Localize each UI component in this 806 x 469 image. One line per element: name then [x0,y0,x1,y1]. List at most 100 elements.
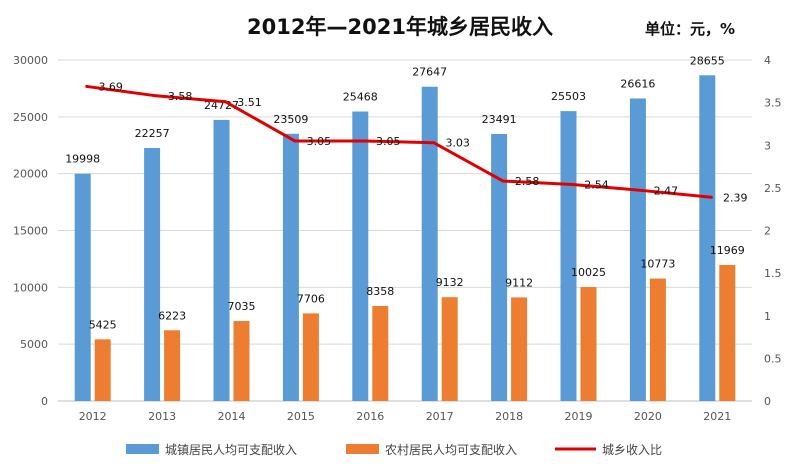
left-axis: 0 5000 10000 15000 20000 25000 30000 [13,54,48,408]
bar-urban-2012 [74,173,91,401]
x-tick-label: 2017 [426,410,454,423]
data-label-urban-2013: 22257 [135,127,170,140]
unit-label: 单位：元，% [645,20,735,38]
data-label-rural-2021: 11969 [710,244,745,257]
legend-label-ratio: 城乡收入比 [602,443,662,457]
data-label-ratio-2014: 3.51 [237,96,262,109]
bar-rural-2014 [233,321,250,401]
legend-swatch-urban [126,444,159,454]
chart-title: 2012年—2021年城乡居民收入 [247,15,553,39]
x-tick-label: 2021 [703,410,731,423]
data-label-rural-2016: 8358 [366,285,394,298]
ratio-point-2014 [224,100,227,104]
gridlines [58,59,752,402]
right-tick-label: 0.5 [764,352,782,365]
ratio-line-series: 3.69 3.58 3.51 3.05 3.05 3.03 2.58 2.54 2.47 2.39 [85,80,748,204]
left-tick-label: 25000 [13,111,48,124]
data-label-ratio-2020: 2.47 [654,184,679,197]
data-label-urban-2015: 23509 [273,113,308,126]
x-tick-label: 2013 [148,410,176,423]
left-tick-label: 0 [41,395,48,408]
right-tick-label: 2.5 [764,182,782,195]
data-label-urban-2016: 25468 [343,91,378,104]
x-tick-label: 2016 [356,410,384,423]
data-label-urban-2021: 28655 [690,54,725,67]
ratio-point-2013 [154,94,158,98]
bar-urban-2013 [144,148,161,401]
bar-urban-2015 [282,133,299,401]
bar-urban-2014 [213,119,230,401]
data-label-ratio-2012: 3.69 [98,80,123,93]
data-label-rural-2020: 10773 [640,258,675,271]
right-tick-label: 1 [764,310,771,323]
ratio-point-2017 [432,141,436,145]
bar-urban-2019 [560,111,577,401]
bar-rural-2019 [580,287,597,401]
legend: 城镇居民人均可支配收入 农村居民人均可支配收入 城乡收入比 [126,443,662,457]
legend-label-rural: 农村居民人均可支配收入 [385,443,517,457]
right-tick-label: 4 [764,54,771,67]
data-label-urban-2019: 25503 [551,90,586,103]
data-label-urban-2017: 27647 [412,66,447,79]
data-label-urban-2012: 19998 [65,153,100,166]
data-label-ratio-2015: 3.05 [307,135,332,148]
bar-rural-2016 [372,305,389,401]
bar-urban-2020 [629,98,646,402]
data-label-rural-2015: 7706 [297,292,325,305]
right-tick-label: 2 [764,225,771,238]
data-label-urban-2018: 23491 [482,113,517,126]
x-tick-label: 2018 [495,410,523,423]
x-tick-label: 2020 [634,410,662,423]
bar-rural-2017 [441,297,458,401]
data-label-rural-2019: 10025 [571,266,606,279]
x-tick-label: 2012 [79,410,107,423]
ratio-point-2020 [640,188,644,192]
data-label-ratio-2021: 2.39 [723,191,748,204]
data-label-ratio-2016: 3.05 [376,135,401,148]
data-label-rural-2018: 9112 [505,276,533,289]
bar-urban-2018 [491,133,508,401]
ratio-line [86,84,712,199]
bar-urban-2016 [352,111,369,401]
data-label-urban-2020: 26616 [620,77,655,90]
bars: 19998 5425 22257 6223 24727 7035 23509 7706 2546… [65,54,745,402]
bar-rural-2018 [511,297,528,401]
bar-urban-2017 [421,86,438,402]
x-tick-label: 2014 [218,410,246,423]
right-tick-label: 3.5 [764,97,782,110]
ratio-point-2012 [85,84,89,88]
legend-label-urban: 城镇居民人均可支配收入 [165,443,297,457]
ratio-point-2021 [709,195,713,199]
left-tick-label: 5000 [20,338,48,351]
right-tick-label: 0 [764,395,771,408]
legend-swatch-rural [346,444,379,454]
left-tick-label: 30000 [13,54,48,67]
x-tick-label: 2019 [565,410,593,423]
data-label-rural-2012: 5425 [89,318,117,331]
bar-rural-2021 [719,264,736,401]
x-axis: 2012 2013 2014 2015 2016 2017 2018 2019 2020 2021 [79,410,732,423]
data-label-ratio-2017: 3.03 [445,137,470,150]
data-label-rural-2013: 6223 [158,309,186,322]
bar-rural-2020 [649,278,666,401]
ratio-point-2015 [293,139,297,143]
left-tick-label: 15000 [13,225,48,238]
bar-rural-2013 [164,330,181,401]
ratio-point-2019 [571,182,574,186]
data-label-ratio-2018: 2.58 [515,175,540,188]
data-label-rural-2014: 7035 [228,300,256,313]
ratio-point-2016 [362,139,366,143]
x-tick-label: 2015 [287,410,315,423]
data-label-ratio-2013: 3.58 [168,90,193,103]
left-tick-label: 20000 [13,168,48,181]
data-label-rural-2017: 9132 [436,276,464,289]
data-label-ratio-2019: 2.54 [584,178,609,191]
bar-rural-2012 [94,339,111,401]
bar-urban-2021 [699,75,716,401]
right-tick-label: 3 [764,139,771,152]
data-label-urban-2014: 24727 [204,99,239,112]
bar-rural-2015 [302,313,319,401]
left-tick-label: 10000 [13,281,48,294]
right-axis: 0 0.5 1 1.5 2 2.5 3 3.5 4 [764,54,782,408]
